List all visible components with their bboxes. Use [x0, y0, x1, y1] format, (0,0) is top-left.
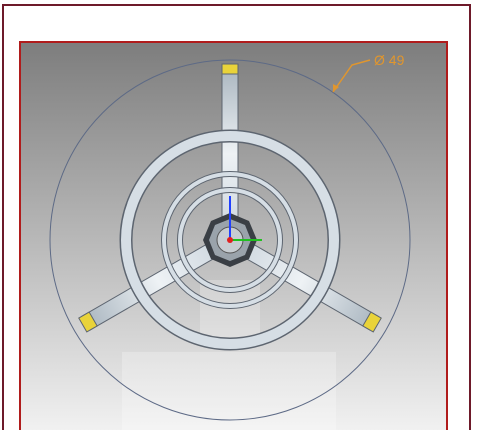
dimension: Ø 49 [332, 52, 405, 93]
outer-circle [49, 59, 411, 421]
axis-triad [227, 196, 262, 243]
background-shapes [122, 280, 336, 430]
spokes [78, 63, 382, 333]
rings [119, 129, 341, 351]
dimension-label: Ø 49 [374, 52, 405, 68]
